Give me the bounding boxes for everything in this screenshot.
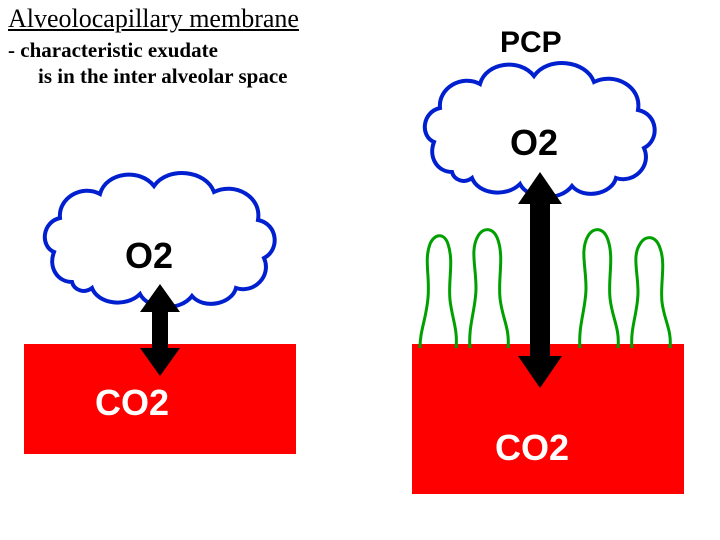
left-o2-label: O2 — [125, 235, 173, 276]
pcp-label: PCP — [500, 26, 562, 59]
left-co2-label: CO2 — [95, 382, 169, 423]
right-panel: PCP O2 CO2 — [412, 26, 684, 494]
diagram-stage: O2 CO2 PCP O2 CO2 — [0, 0, 720, 540]
right-co2-label: CO2 — [495, 427, 569, 468]
right-o2-label: O2 — [510, 122, 558, 163]
left-panel: O2 CO2 — [24, 173, 296, 454]
